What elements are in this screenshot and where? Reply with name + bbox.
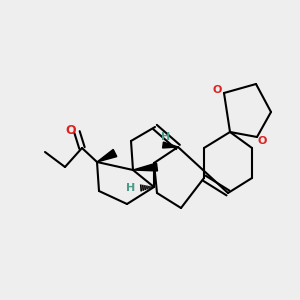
Text: O: O bbox=[66, 124, 76, 137]
Text: H: H bbox=[126, 183, 136, 193]
Text: O: O bbox=[257, 136, 267, 146]
Text: H: H bbox=[161, 132, 171, 142]
Polygon shape bbox=[97, 149, 117, 162]
Text: O: O bbox=[212, 85, 222, 95]
Polygon shape bbox=[163, 142, 178, 148]
Polygon shape bbox=[133, 163, 158, 171]
